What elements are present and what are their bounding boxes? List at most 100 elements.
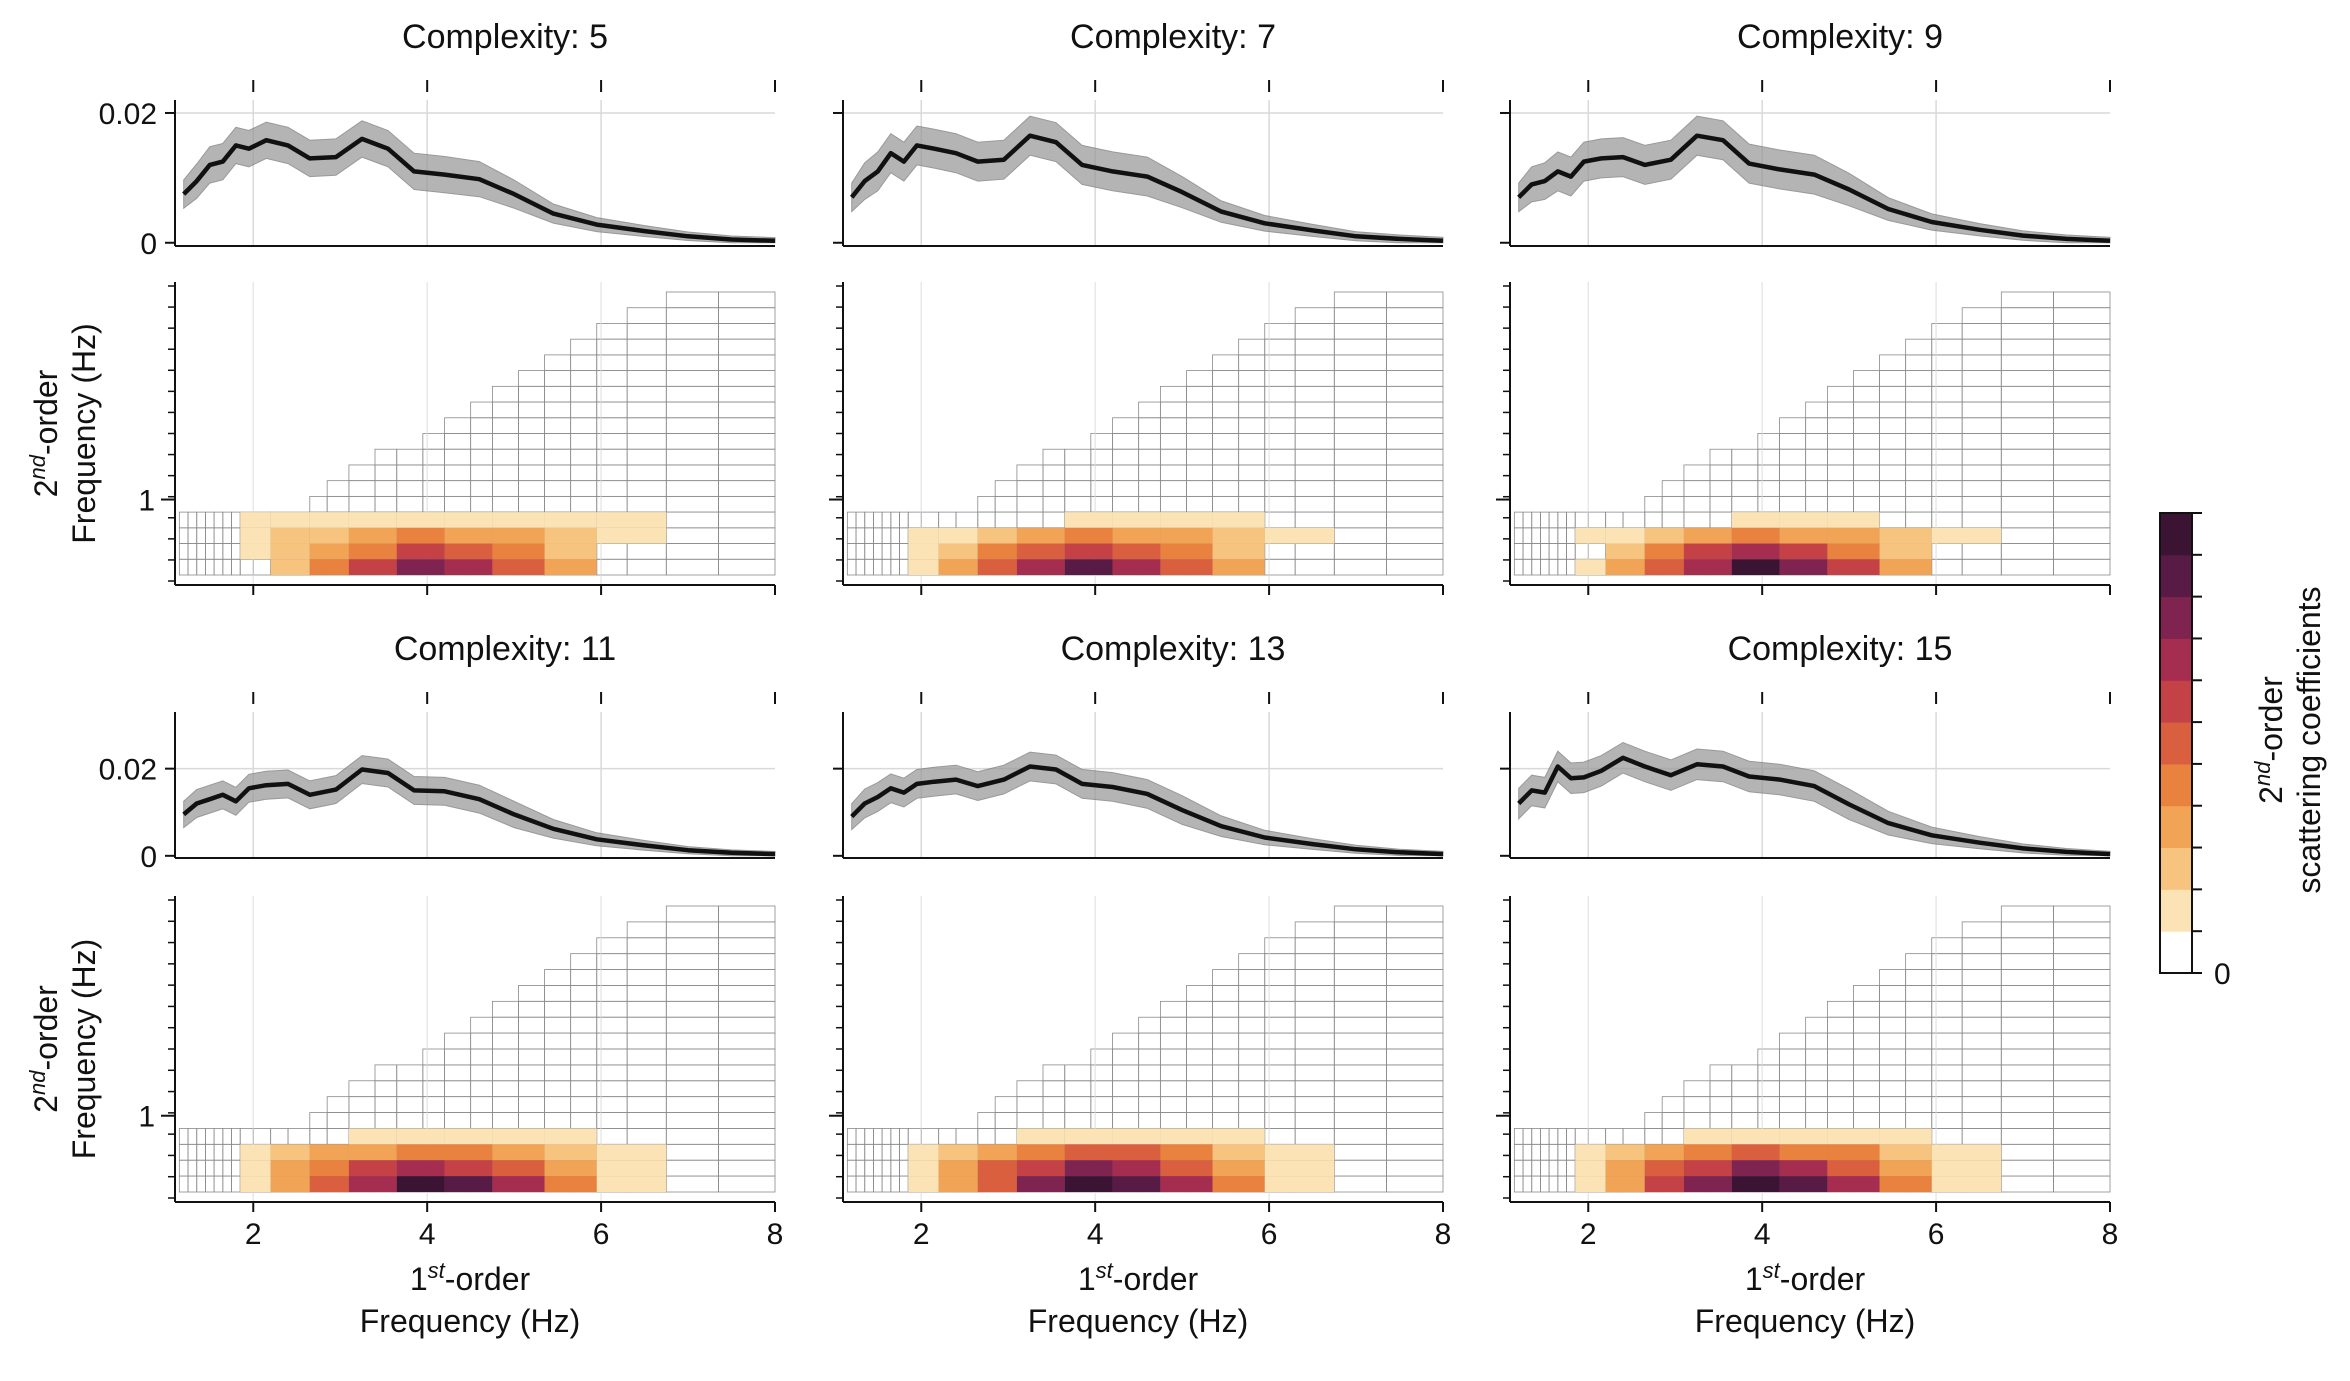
grid-cell [1587,543,1607,560]
heat-cell [309,512,349,528]
grid-cell [881,558,892,576]
grid-cell [665,511,719,529]
heat-cell [1160,559,1213,575]
grid-cell [544,401,572,419]
grid-cell [231,543,241,560]
grid-cell [544,480,572,497]
heat-cell [1879,1144,1932,1161]
grid-cell [665,1048,719,1066]
heat-cell [1931,1160,2002,1177]
grid-cell [1186,401,1213,419]
grid-cell [1779,1096,1807,1113]
heat-cell [348,1144,397,1161]
heat-cell [1575,1160,1606,1177]
grid-cell [518,401,545,419]
grid-cell [1548,558,1559,576]
grid-cell [899,511,909,529]
grid-cell [2000,527,2054,544]
grid-cell [1386,495,1444,513]
grid-cell [1805,1016,1828,1034]
heat-cell [1112,512,1161,528]
grid-cell [1879,1080,1907,1098]
grid-cell [665,448,719,466]
grid-cell [1683,1096,1711,1113]
grid-cell [1779,1112,1807,1129]
heat-cell [348,1128,397,1145]
grid-cell [977,495,996,513]
grid-cell [1212,448,1240,466]
grid-cell [1212,1048,1240,1066]
grid-cell [1294,511,1335,529]
grid-cell [2053,527,2111,544]
grid-cell [1386,1048,1444,1066]
grid-cell [1826,1096,1854,1113]
grid-cell [1333,307,1387,324]
grid-cell [1294,354,1335,372]
grid-cell [1159,448,1187,466]
grid-cell [374,1064,398,1082]
heat-cell [544,527,597,544]
grid-cell [665,937,719,955]
grid-cell [544,385,572,403]
heat-cell [492,559,545,575]
grid-cell [213,543,224,560]
grid-cell [470,1016,493,1034]
grid-cell [1238,448,1266,466]
mean-line [850,764,1444,857]
grid-cell [1548,1175,1559,1193]
error-band [1518,115,2111,244]
grid-cell [718,433,776,450]
grid-cell [1557,511,1567,529]
grid-cell [1531,558,1541,576]
grid-cell [626,385,667,403]
grid-cell [1294,433,1335,450]
heat-cell [270,1144,310,1161]
grid-cell [881,543,892,560]
grid-cell [2053,511,2111,529]
grid-cell [665,969,719,986]
grid-cell [1159,1048,1187,1066]
grid-cell [665,1080,719,1098]
grid-cell [1238,417,1266,434]
grid-cell [444,1080,472,1098]
grid-cell [570,417,598,434]
grid-cell [1138,1064,1161,1082]
grid-cell [1333,558,1387,576]
grid-cell [1805,1064,1828,1082]
grid-cell [846,527,857,544]
grid-cell [544,1080,572,1098]
heat-cell [544,1144,597,1161]
grid-cell [1112,1080,1140,1098]
heat-cell [977,1176,1017,1192]
grid-cell [1112,448,1140,466]
grid-cell [1333,370,1387,387]
grid-cell [518,370,545,387]
grid-cell [422,1048,445,1066]
grid-cell [444,1032,472,1050]
grid-cell [1212,1032,1240,1050]
grid-cell [1513,1128,1524,1145]
heat-cell [1879,527,1932,544]
grid-cell [665,385,719,403]
grid-cell [470,417,493,434]
grid-cell [977,1112,996,1129]
grid-cell [1961,1048,2002,1066]
grid-cell [1805,417,1828,434]
grid-cell [2053,1080,2111,1098]
grid-cell [1090,1096,1113,1113]
grid-cell [1513,1175,1524,1193]
colorbar-label-line1: 2nd-order [2250,676,2289,804]
x-tick-label: 6 [593,1218,610,1251]
grid-cell [1566,511,1576,529]
grid-cell [1853,480,1880,497]
grid-cell [1212,417,1240,434]
grid-cell [977,1128,996,1145]
grid-cell [491,433,519,450]
grid-cell [1212,480,1240,497]
grid-cell [1805,1080,1828,1098]
grid-cell [626,354,667,372]
heat-cell [1644,1160,1684,1177]
heat-cell [1212,512,1265,528]
grid-cell [1548,543,1559,560]
grid-cell [1090,448,1113,466]
